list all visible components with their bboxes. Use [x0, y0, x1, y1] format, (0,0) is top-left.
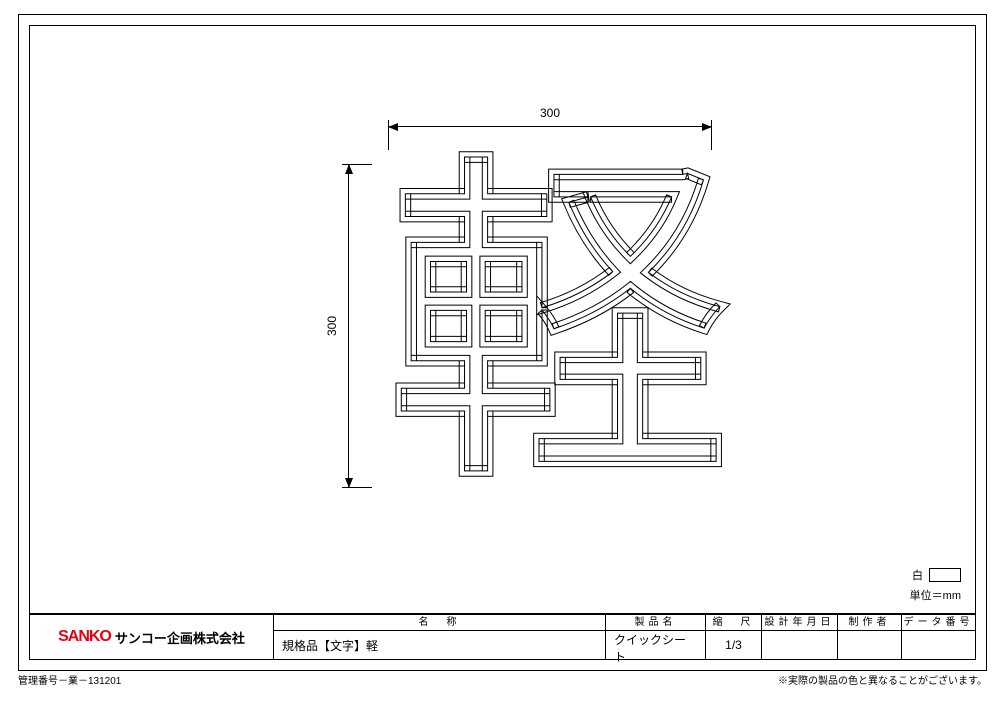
head-author: 制作者 [838, 615, 901, 631]
sheet-outer-frame: 300 300 軽 白 単位＝mm SANKO サンコー企画株式会社 名 称 規… [18, 14, 987, 671]
unit-note: 単位＝mm [910, 587, 961, 603]
val-product: クイックシート [606, 631, 705, 665]
color-swatch-row: 白 [912, 567, 961, 583]
col-name: 名 称 規格品【文字】軽 [274, 615, 606, 659]
val-datano [902, 631, 975, 659]
glyph-outline: 軽 [388, 164, 712, 488]
dim-height-label: 300 [322, 164, 342, 488]
col-author: 制作者 [838, 615, 902, 659]
col-datano: データ番号 [902, 615, 975, 659]
val-author [838, 631, 901, 659]
drawing-frame: 300 300 軽 白 単位＝mm [29, 25, 976, 614]
swatch-label: 白 [912, 567, 923, 583]
dim-vertical-line [348, 164, 349, 488]
val-name: 規格品【文字】軽 [274, 631, 605, 659]
col-scale: 縮 尺 1/3 [706, 615, 762, 659]
head-scale: 縮 尺 [706, 615, 761, 631]
swatch-box [929, 568, 961, 582]
val-date [762, 631, 837, 659]
management-number: 管理番号－業－131201 [18, 672, 121, 687]
col-product: 製品名 クイックシート [606, 615, 706, 659]
logo-mark: SANKO [58, 628, 111, 646]
head-date: 設計年月日 [762, 615, 837, 631]
col-date: 設計年月日 [762, 615, 838, 659]
head-product: 製品名 [606, 615, 705, 631]
val-scale: 1/3 [706, 631, 761, 659]
company-name: サンコー企画株式会社 [115, 628, 245, 647]
disclaimer-note: ※実際の製品の色と異なることがございます。 [778, 672, 987, 687]
dim-width-label: 300 [388, 106, 712, 120]
dim-horizontal-line [388, 126, 712, 127]
title-block: SANKO サンコー企画株式会社 名 称 規格品【文字】軽 製品名 クイックシー… [29, 614, 976, 660]
head-name: 名 称 [274, 615, 605, 631]
drawing-area: 300 300 軽 白 単位＝mm [30, 26, 975, 613]
head-datano: データ番号 [902, 615, 975, 631]
logo-cell: SANKO サンコー企画株式会社 [30, 615, 274, 659]
